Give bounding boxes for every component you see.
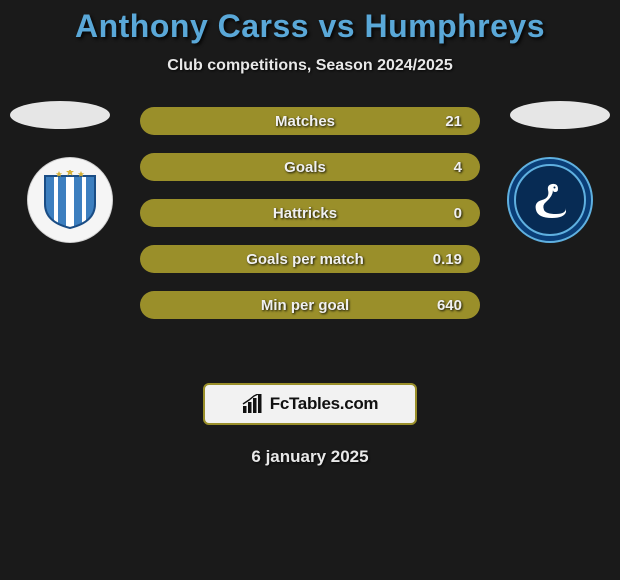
stat-row: Goals4 <box>140 153 480 181</box>
team-crest-right <box>507 157 593 243</box>
shield-icon <box>43 170 97 230</box>
stat-label: Goals per match <box>188 251 422 268</box>
stats-rows: Matches21 Goals4 Hattricks0 Goals per match… <box>140 107 480 319</box>
stat-label: Min per goal <box>188 297 422 314</box>
stat-row: Matches21 <box>140 107 480 135</box>
stat-value-right: 640 <box>422 297 462 314</box>
stat-row: Hattricks0 <box>140 199 480 227</box>
stat-row: Min per goal640 <box>140 291 480 319</box>
player-oval-left <box>10 101 110 129</box>
crest-badge-right <box>507 157 593 243</box>
fctables-badge[interactable]: FcTables.com <box>203 383 417 425</box>
stat-row: Goals per match0.19 <box>140 245 480 273</box>
stat-value-right: 4 <box>422 159 462 176</box>
subtitle: Club competitions, Season 2024/2025 <box>0 57 620 75</box>
bar-chart-icon <box>242 394 264 414</box>
date-label: 6 january 2025 <box>0 447 620 467</box>
crest-inner-right <box>514 164 586 236</box>
stat-value-right: 0.19 <box>422 251 462 268</box>
stat-label: Matches <box>188 113 422 130</box>
swan-icon <box>528 178 572 222</box>
team-crest-left <box>27 157 113 243</box>
stat-value-right: 0 <box>422 205 462 222</box>
stat-label: Goals <box>188 159 422 176</box>
stat-value-right: 21 <box>422 113 462 130</box>
crest-badge-left <box>27 157 113 243</box>
fctables-label: FcTables.com <box>270 394 379 414</box>
stats-area: Matches21 Goals4 Hattricks0 Goals per match… <box>0 107 620 377</box>
page-title: Anthony Carss vs Humphreys <box>0 8 620 45</box>
player-oval-right <box>510 101 610 129</box>
comparison-card: Anthony Carss vs Humphreys Club competit… <box>0 0 620 467</box>
stat-label: Hattricks <box>188 205 422 222</box>
